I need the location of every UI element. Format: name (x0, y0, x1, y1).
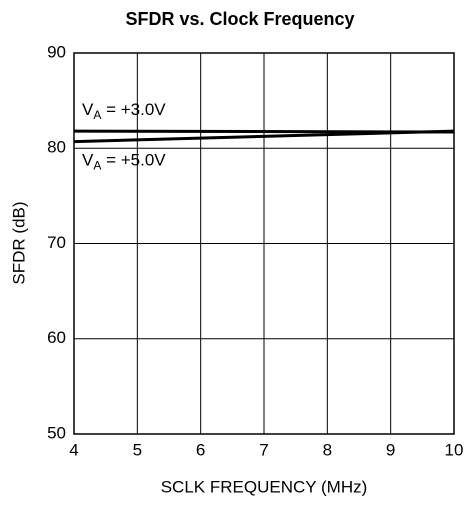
y-tick-label: 80 (47, 138, 66, 157)
legend-label: VA = +5.0V (82, 151, 166, 173)
y-axis-label: SFDR (dB) (9, 201, 28, 284)
x-tick-label: 4 (69, 440, 78, 459)
x-tick-label: 6 (196, 440, 205, 459)
x-tick-label: 7 (259, 440, 268, 459)
chart-title: SFDR vs. Clock Frequency (125, 9, 354, 29)
plot-frame (73, 52, 455, 435)
legend-subscript: A (93, 108, 101, 122)
x-tick-label: 8 (323, 440, 332, 459)
y-tick-label: 50 (47, 423, 66, 442)
legend-text: V (82, 151, 94, 170)
x-tick-label: 9 (386, 440, 395, 459)
legend-label: VA = +3.0V (82, 101, 166, 123)
series-line (73, 129, 455, 144)
y-tick-label: 60 (47, 328, 66, 347)
x-axis-label: SCLK FREQUENCY (MHz) (161, 477, 368, 496)
legend-subscript: A (93, 159, 101, 173)
y-tick-label: 70 (47, 233, 66, 252)
y-tick-label: 90 (47, 42, 66, 61)
legend-text: = +5.0V (101, 151, 166, 170)
legend-text: V (82, 101, 94, 120)
x-tick-label: 10 (445, 440, 464, 459)
legend-text: = +3.0V (101, 101, 166, 120)
x-tick-label: 5 (133, 440, 142, 459)
